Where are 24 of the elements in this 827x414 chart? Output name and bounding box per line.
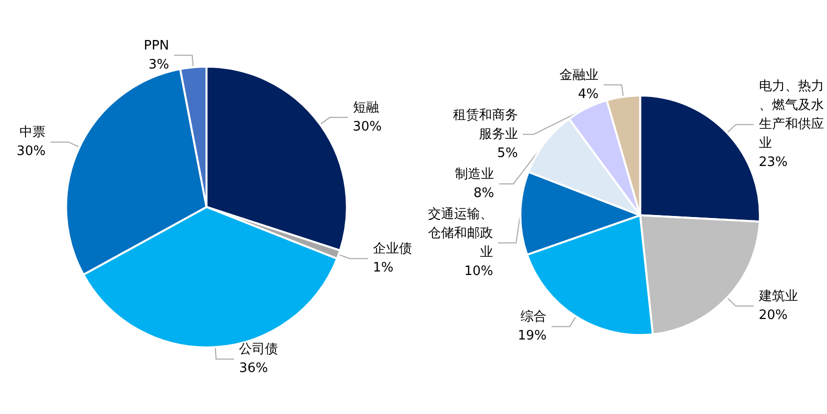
- data-label: 36%: [239, 361, 268, 376]
- data-label: 10%: [464, 264, 494, 279]
- slice-label: 电力、热力、燃气及水生产和供应业: [758, 79, 824, 152]
- slice-label: 制造业: [455, 166, 494, 182]
- data-label: 30%: [352, 119, 382, 134]
- slice-label: 综合: [520, 310, 547, 325]
- slice-label: 企业债: [372, 242, 412, 257]
- slice-label: 公司债: [239, 342, 278, 358]
- data-label: 1%: [372, 260, 394, 276]
- slice-label: 租赁和商务服务业: [452, 108, 518, 142]
- slice-label: 短融: [352, 100, 379, 116]
- data-label: 23%: [758, 155, 788, 170]
- data-label: 19%: [518, 328, 547, 344]
- slice-label: 中票: [20, 125, 46, 140]
- data-label: 5%: [497, 146, 518, 161]
- data-label: 4%: [578, 86, 599, 102]
- slice-label: 建筑业: [758, 288, 798, 304]
- slice-label: 金融业: [560, 68, 599, 83]
- data-label: 20%: [758, 308, 788, 323]
- data-label: 8%: [474, 186, 494, 201]
- slice-label: 交通运输、仓储和邮政业: [428, 206, 494, 260]
- data-label: 3%: [148, 57, 170, 72]
- data-label: 30%: [16, 144, 46, 160]
- slice-label: PPN: [144, 38, 170, 54]
